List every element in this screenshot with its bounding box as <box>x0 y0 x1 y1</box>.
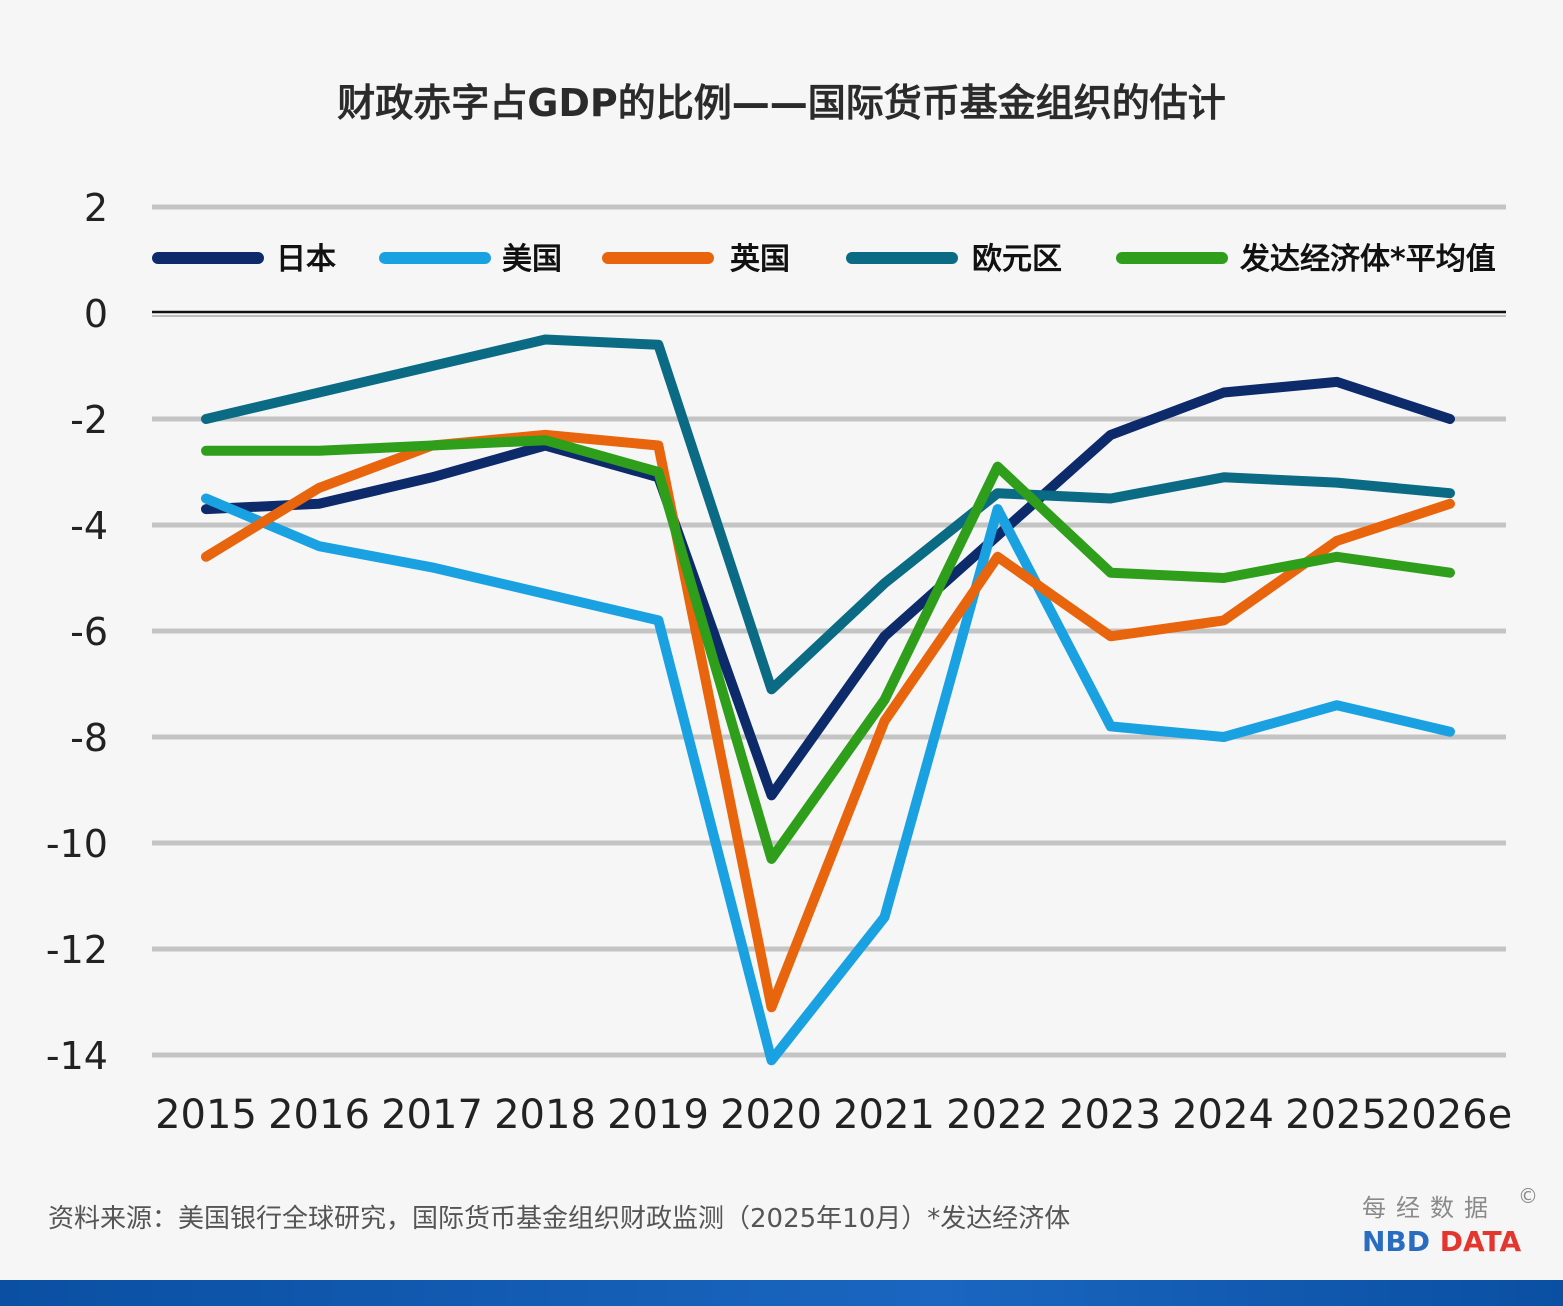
legend-label: 美国 <box>502 242 562 277</box>
y-tick-label: -2 <box>70 398 108 442</box>
legend: 日本 美国 英国 欧元区 发达经济体*平均值 <box>152 242 1496 277</box>
legend-label: 英国 <box>730 242 790 277</box>
y-tick-label: 0 <box>84 292 108 336</box>
logo-chinese-text: 每经数据 <box>1362 1194 1498 1222</box>
x-tick-label: 2022 <box>946 1092 1048 1138</box>
series-line <box>201 334 1455 695</box>
y-tick-label: -12 <box>46 928 108 972</box>
y-tick-label: -6 <box>70 610 108 654</box>
x-tick-label: 2019 <box>607 1092 709 1138</box>
logo-english-text: NBD DATA <box>1362 1225 1532 1258</box>
x-tick-label: 2020 <box>720 1092 822 1138</box>
x-tick-label: 2021 <box>833 1092 935 1138</box>
y-tick-label: -8 <box>70 716 108 760</box>
nbd-data-logo: 每经数据 © NBD DATA <box>1362 1184 1538 1258</box>
series-line <box>201 435 1455 864</box>
x-tick-label: 2025 <box>1285 1092 1387 1138</box>
x-tick-label: 2026e <box>1386 1092 1512 1138</box>
y-tick-label: -4 <box>70 504 108 548</box>
source-note: 资料来源：美国银行全球研究，国际货币基金组织财政监测（2025年10月）*发达经… <box>48 1204 1071 1234</box>
x-axis-ticks: 2015 2016 2017 2018 2019 2020 2021 2022 2023 2024… <box>155 1092 1512 1138</box>
y-tick-label: 2 <box>84 186 108 230</box>
bottom-accent-bar <box>0 1280 1563 1306</box>
legend-label: 日本 <box>276 242 336 277</box>
x-tick-label: 2024 <box>1172 1092 1274 1138</box>
logo-data: DATA <box>1439 1225 1522 1258</box>
x-tick-label: 2015 <box>155 1092 257 1138</box>
x-tick-label: 2017 <box>381 1092 483 1138</box>
series-lines <box>201 334 1455 1066</box>
y-tick-label: -10 <box>46 822 108 866</box>
series-line <box>201 376 1455 801</box>
series-line <box>201 493 1455 1066</box>
legend-label: 欧元区 <box>972 242 1062 277</box>
y-axis-ticks: 2 0 -2 -4 -6 -8 -10 -12 -14 <box>46 186 108 1078</box>
legend-label: 发达经济体*平均值 <box>1239 242 1496 277</box>
logo-nbd: NBD <box>1362 1225 1431 1258</box>
x-tick-label: 2018 <box>494 1092 596 1138</box>
series-line <box>201 429 1455 1013</box>
y-tick-label: -14 <box>46 1034 108 1078</box>
chart-title: 财政赤字占GDP的比例——国际货币基金组织的估计 <box>337 81 1226 125</box>
copyright-icon: © <box>1518 1184 1538 1208</box>
chart-plot: 2 0 -2 -4 -6 -8 -10 -12 -14 2015 2016 2017 2018 2019… <box>46 186 1512 1138</box>
x-tick-label: 2016 <box>268 1092 370 1138</box>
x-tick-label: 2023 <box>1059 1092 1161 1138</box>
